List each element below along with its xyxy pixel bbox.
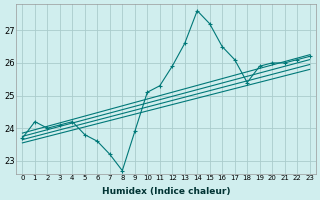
X-axis label: Humidex (Indice chaleur): Humidex (Indice chaleur) bbox=[102, 187, 230, 196]
